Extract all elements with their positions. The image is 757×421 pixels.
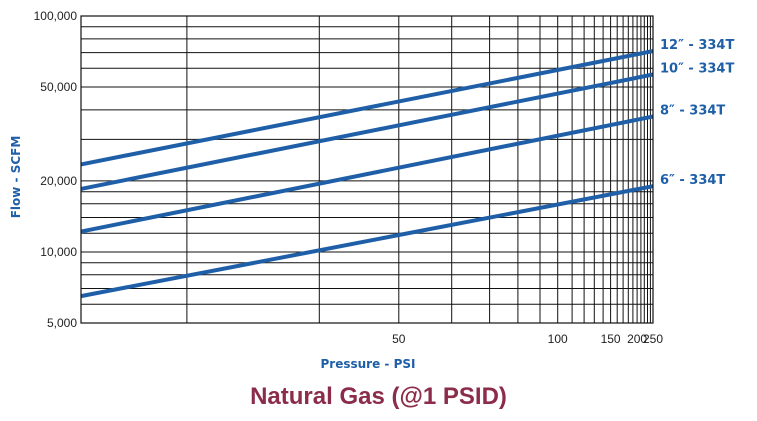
series-label: 10″ - 334T <box>660 62 734 77</box>
series-line <box>80 114 654 234</box>
series-line <box>80 184 654 299</box>
x-axis-label: Pressure - PSI <box>321 357 416 371</box>
y-tick-label: 5,000 <box>47 316 77 330</box>
series-label: 12″ - 334T <box>660 38 734 53</box>
series-label: 6″ - 334T <box>660 173 725 188</box>
y-axis-ticks: 5,000 10,000 20,000 50,000 100,000 <box>34 9 78 330</box>
series-labels: 12″ - 334T 10″ - 334T 8″ - 334T 6″ - 334T <box>660 38 734 188</box>
x-tick-label: 200 <box>627 332 647 346</box>
y-tick-label: 50,000 <box>40 80 77 94</box>
x-tick-label: 100 <box>548 332 568 346</box>
series-label: 8″ - 334T <box>660 104 725 119</box>
series-lines <box>80 49 654 299</box>
x-tick-label: 250 <box>643 332 663 346</box>
chart-title: Natural Gas (@1 PSID) <box>250 383 507 410</box>
x-tick-label: 50 <box>392 332 406 346</box>
y-tick-label: 100,000 <box>34 9 78 23</box>
y-tick-label: 20,000 <box>40 174 77 188</box>
grid <box>81 15 654 324</box>
y-axis-label: Flow - SCFM <box>9 136 23 219</box>
flow-chart: 5,000 10,000 20,000 50,000 100,000 50 100 150 2… <box>9 9 734 371</box>
series-line <box>80 72 654 191</box>
x-tick-label: 150 <box>601 332 621 346</box>
series-line <box>80 49 654 167</box>
plot-frame <box>80 15 654 324</box>
y-tick-label: 10,000 <box>40 245 77 259</box>
